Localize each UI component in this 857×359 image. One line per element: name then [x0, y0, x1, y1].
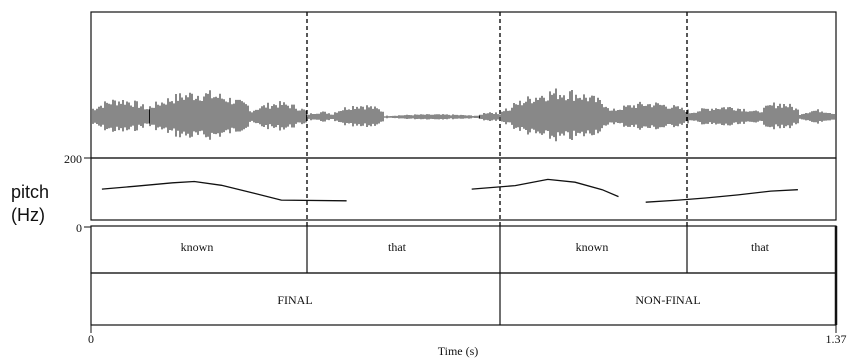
word-label-that-1: that [388, 240, 407, 254]
pitch-contour-2 [471, 178, 619, 198]
waveform-panel [90, 11, 837, 159]
pitch-panel [90, 157, 837, 221]
pitch-axis-label-1: pitch [11, 182, 49, 202]
pitch-tick-200: 200 [64, 152, 82, 166]
word-label-that-2: that [751, 240, 770, 254]
pitch-contour-3 [645, 189, 798, 203]
phrase-label-non-final: NON-FINAL [635, 293, 700, 307]
pitch-contours [101, 178, 798, 203]
pitch-contour-1 [101, 180, 347, 202]
time-tick-0: 0 [88, 332, 94, 346]
time-tick-end: 1.37 [826, 332, 847, 346]
word-label-known-1: known [181, 240, 214, 254]
word-label-known-2: known [576, 240, 609, 254]
waveform [90, 88, 835, 142]
phrase-label-final: FINAL [277, 293, 312, 307]
phrase-tier [90, 272, 837, 326]
time-axis-label: Time (s) [438, 344, 479, 358]
pitch-axis-label-2: (Hz) [11, 205, 45, 225]
pitch-tick-0: 0 [76, 221, 82, 235]
